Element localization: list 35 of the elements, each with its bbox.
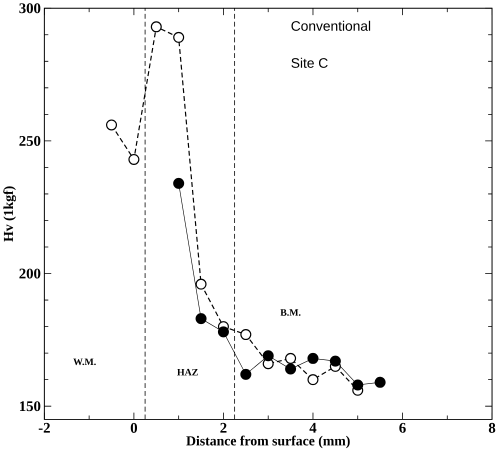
point — [196, 313, 207, 324]
annotation: B.M. — [280, 309, 301, 316]
point — [150, 22, 162, 33]
annotation: HAZ — [177, 369, 198, 376]
point — [285, 364, 296, 375]
point — [240, 369, 252, 380]
point — [173, 32, 184, 44]
point — [106, 120, 118, 131]
y-tick-label: 250 — [19, 136, 40, 146]
annotation: W.M. — [73, 358, 96, 366]
point — [240, 329, 252, 340]
y-tick-label: 200 — [19, 268, 40, 279]
point — [285, 353, 296, 364]
x-tick-label: 4 — [309, 423, 316, 433]
x-tick-label: 8 — [488, 423, 496, 434]
point — [374, 377, 386, 388]
point — [218, 326, 229, 338]
point — [128, 154, 140, 166]
y-axis-title: Hv (1kgf) — [3, 186, 16, 242]
point — [307, 353, 318, 364]
point — [196, 278, 207, 290]
point — [352, 380, 364, 391]
point — [307, 374, 318, 386]
point — [262, 350, 274, 362]
annotation: Conventional — [291, 20, 370, 32]
x-axis-title: Distance from surface (mm) — [186, 436, 350, 448]
y-tick-label: 300 — [19, 3, 40, 14]
x-tick-label: -2 — [38, 423, 50, 433]
y-tick-label: 150 — [20, 401, 40, 412]
point — [330, 356, 341, 367]
x-tick-label: 2 — [220, 423, 226, 433]
point — [173, 178, 184, 190]
x-tick-label: 6 — [399, 423, 406, 434]
annotation: Site C — [291, 58, 328, 68]
x-tick-label: 0 — [130, 423, 138, 434]
